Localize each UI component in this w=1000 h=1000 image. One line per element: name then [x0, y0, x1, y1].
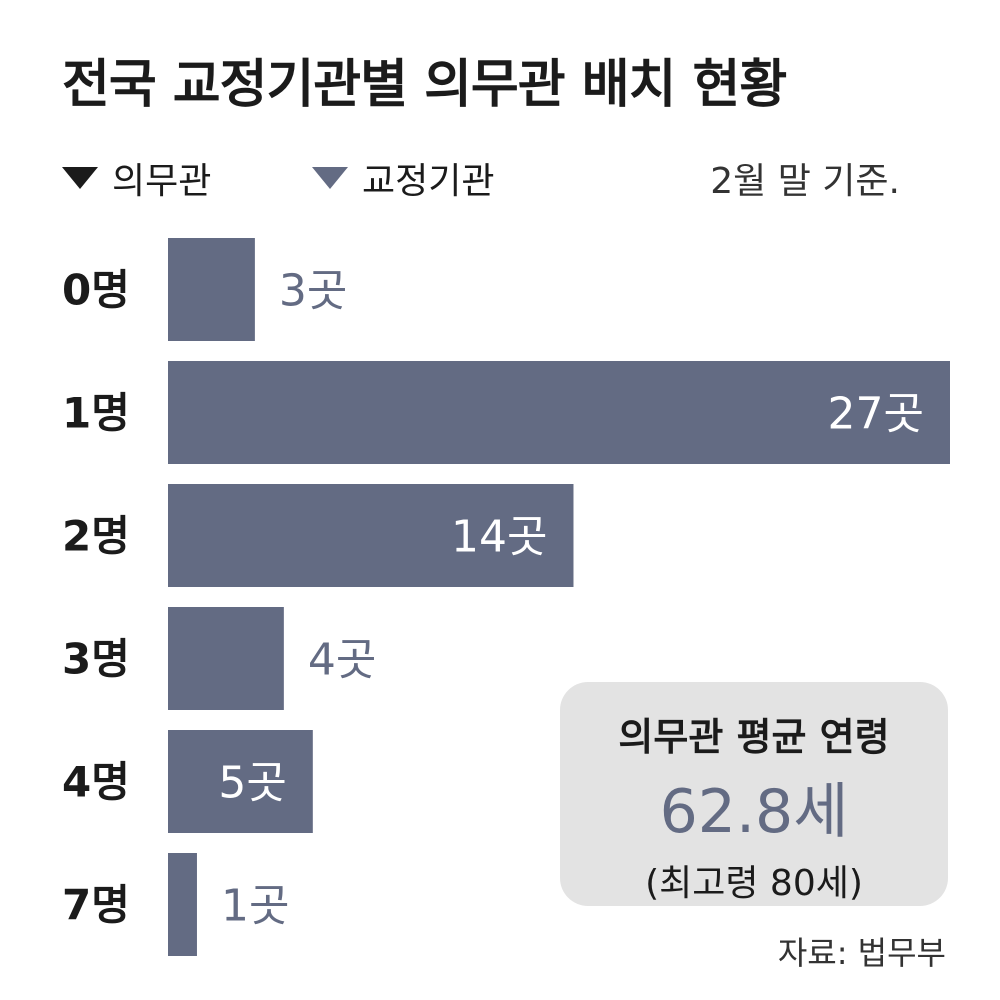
- bar: [168, 361, 950, 464]
- triangle-down-icon: [62, 167, 98, 189]
- summary-value: 62.8세: [659, 777, 849, 847]
- value-label: 5곳: [218, 758, 286, 809]
- category-label: 0명: [62, 266, 130, 315]
- triangle-down-icon: [312, 167, 348, 189]
- category-label: 4명: [62, 758, 130, 807]
- summary-note: (최고령 80세): [645, 863, 863, 904]
- bar: [168, 853, 197, 956]
- value-label: 1곳: [221, 881, 289, 932]
- bar: [168, 607, 284, 710]
- bar: [168, 484, 574, 587]
- source-note: 자료: 법무부: [777, 934, 946, 972]
- legend-label-institution: 교정기관: [362, 161, 495, 202]
- basis-note: 2월 말 기준.: [710, 161, 900, 202]
- value-label: 14곳: [451, 512, 547, 563]
- value-label: 4곳: [308, 635, 376, 686]
- bar: [168, 730, 313, 833]
- summary-box: 의무관 평균 연령 62.8세 (최고령 80세): [560, 682, 948, 906]
- legend-item-doctor: 의무관: [62, 152, 211, 204]
- value-label: 27곳: [828, 389, 924, 440]
- value-label: 3곳: [279, 266, 347, 317]
- legend-item-institution: 교정기관: [312, 152, 494, 204]
- chart-title: 전국 교정기관별 의무관 배치 현황: [62, 55, 787, 115]
- category-label: 7명: [62, 881, 130, 930]
- category-label: 3명: [62, 635, 130, 684]
- category-label: 2명: [62, 512, 130, 561]
- legend-label-doctor: 의무관: [112, 161, 212, 202]
- category-label: 1명: [62, 389, 130, 438]
- summary-title: 의무관 평균 연령: [618, 715, 890, 759]
- bar: [168, 238, 255, 341]
